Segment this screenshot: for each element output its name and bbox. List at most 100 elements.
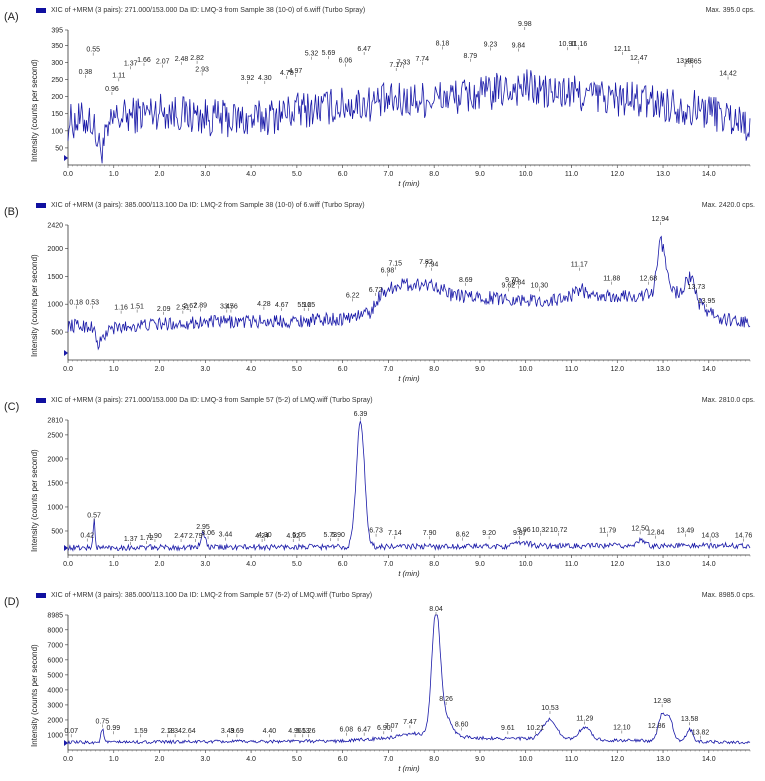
peak-label: 1.37	[124, 536, 138, 543]
chart-title-text: XIC of +MRM (3 pairs): 385.000/113.100 D…	[51, 202, 365, 209]
peak-label: 6.39	[354, 411, 368, 418]
x-tick-label: 1.0	[109, 171, 119, 178]
peak-label: 13.48	[676, 58, 694, 65]
peak-label: 5.73	[323, 532, 337, 539]
peak-label: 3.69	[230, 728, 244, 735]
max-intensity-label: Max. 8985.0 cps.	[701, 592, 755, 599]
peak-label: 7.94	[425, 262, 439, 269]
x-tick-label: 10.0	[519, 171, 533, 178]
x-tick-label: 14.0	[702, 561, 716, 568]
peak-label: 4.30	[258, 75, 272, 82]
peak-label: 10.30	[531, 282, 549, 289]
x-tick-label: 6.0	[338, 366, 348, 373]
y-tick-label: 2500	[47, 432, 63, 439]
x-axis-label: t (min)	[398, 179, 420, 188]
peak-label: 11.17	[571, 262, 588, 269]
peak-label: 2.64	[182, 728, 196, 735]
peak-label: 7.90	[423, 530, 437, 537]
x-tick-label: 9.0	[475, 756, 485, 763]
x-tick-label: 8.0	[429, 561, 439, 568]
peak-label: 2.47	[174, 533, 188, 540]
peak-label: 9.70	[505, 277, 519, 284]
x-tick-label: 11.0	[565, 171, 578, 178]
y-tick-label: 200	[51, 94, 63, 101]
x-tick-label: 5.0	[292, 561, 302, 568]
x-tick-label: 14.0	[702, 756, 716, 763]
chromatogram-trace	[67, 235, 751, 351]
peak-label: 12.47	[630, 55, 648, 62]
peak-label: 9.23	[484, 42, 498, 49]
peak-label: 9.62	[502, 282, 516, 289]
peak-label: 3.44	[219, 532, 233, 539]
peak-label: 5.13	[296, 728, 310, 735]
panel-label: (D)	[4, 596, 20, 608]
peak-label: 7.07	[385, 723, 399, 730]
peak-label: 2.93	[195, 66, 209, 73]
x-tick-label: 8.0	[429, 756, 439, 763]
y-tick-label: 2000	[47, 246, 63, 253]
peak-label: 5.69	[322, 50, 336, 57]
x-tick-label: 9.0	[475, 171, 485, 178]
x-axis-label: t (min)	[398, 764, 420, 773]
axis-marker	[64, 350, 68, 356]
peak-label: 8.04	[429, 606, 443, 613]
chart-panel-b: (B) XIC of +MRM (3 pairs): 385.000/113.1…	[0, 195, 765, 390]
peak-label: 2.18	[161, 728, 175, 735]
peak-label: 0.57	[87, 512, 101, 519]
peak-label: 1.90	[148, 533, 162, 540]
peak-label: 6.72	[369, 287, 383, 294]
x-tick-label: 2.0	[155, 561, 165, 568]
x-tick-label: 2.0	[155, 756, 165, 763]
peak-label: 12.68	[640, 276, 658, 283]
peak-label: 0.53	[85, 300, 99, 307]
chart-title: XIC of +MRM (3 pairs): 385.000/113.100 D…	[36, 202, 365, 209]
y-tick-label: 2000	[47, 456, 63, 463]
x-tick-label: 6.0	[338, 756, 348, 763]
peak-label: 12.11	[614, 46, 631, 53]
panel-label: (A)	[4, 11, 19, 23]
y-tick-label: 2000	[47, 717, 63, 724]
chromatogram-plot: 500 1000 1500 2000 2500 2810 0.0 1.0 2.0 3.0 4.0 5.…	[47, 411, 753, 578]
x-tick-label: 7.0	[384, 171, 394, 178]
peak-label: 2.89	[193, 302, 207, 309]
y-tick-label: 8985	[47, 613, 63, 620]
peak-label: 12.86	[648, 723, 666, 730]
chromatogram-plot: 500 1000 1500 2000 2420 0.0 1.0 2.0 3.0 4.0 5.0 6.0…	[47, 216, 751, 383]
peak-label: 7.74	[415, 56, 429, 63]
peak-label: 13.82	[692, 730, 710, 737]
peak-label: 6.90	[377, 725, 391, 732]
x-tick-label: 3.0	[200, 366, 210, 373]
chart-panel-c: (C) XIC of +MRM (3 pairs): 271.000/153.0…	[0, 390, 765, 585]
x-tick-label: 11.0	[565, 561, 578, 568]
peak-label: 8.60	[455, 721, 469, 728]
peak-label: 11.79	[599, 528, 616, 535]
x-tick-label: 10.0	[519, 561, 533, 568]
peak-label: 5.32	[305, 51, 319, 58]
y-tick-label: 1000	[47, 732, 63, 739]
peak-label: 4.24	[255, 533, 269, 540]
x-tick-label: 1.0	[109, 366, 119, 373]
x-tick-label: 9.0	[475, 366, 485, 373]
peak-label: 0.07	[64, 728, 78, 735]
y-tick-label: 350	[51, 43, 63, 50]
peak-label: 4.30	[258, 532, 272, 539]
x-tick-label: 7.0	[384, 561, 394, 568]
peak-label: 14.76	[735, 533, 753, 540]
x-tick-label: 5.0	[292, 366, 302, 373]
peak-label: 1.72	[140, 535, 154, 542]
peak-label: 3.92	[241, 75, 255, 82]
peak-label: 3.56	[224, 304, 238, 311]
peak-label: 1.66	[137, 57, 151, 64]
peak-label: 11.88	[603, 276, 620, 283]
chart-title: XIC of +MRM (3 pairs): 271.000/153.000 D…	[36, 7, 365, 14]
peak-label: 11.29	[576, 715, 593, 722]
legend-swatch	[36, 7, 46, 13]
y-tick-label: 3000	[47, 702, 63, 709]
peak-label: 1.59	[134, 728, 148, 735]
peak-label: 4.96	[288, 728, 302, 735]
peak-label: 4.78	[280, 70, 294, 77]
peak-label: 4.28	[257, 301, 271, 308]
peak-label: 3.47	[220, 304, 234, 311]
y-tick-label: 250	[51, 77, 63, 84]
x-tick-label: 11.0	[565, 756, 578, 763]
